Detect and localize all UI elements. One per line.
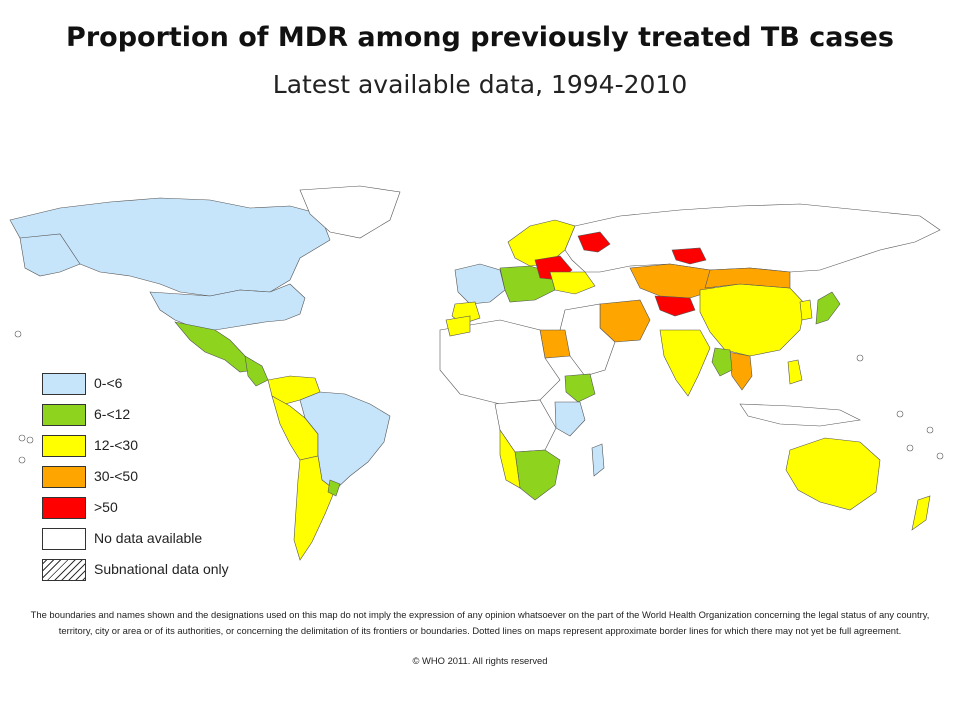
island-marker: [18, 456, 26, 464]
russia-region: [564, 203, 941, 273]
island-marker: [14, 330, 22, 338]
legend-swatch: [42, 404, 86, 426]
indonesia-region: [739, 403, 861, 427]
island-marker: [906, 444, 914, 452]
japan-region: [815, 291, 841, 325]
legend-label: 12-<30: [94, 437, 138, 453]
uruguay-region: [327, 479, 341, 497]
map-title: Proportion of MDR among previously treat…: [66, 22, 894, 53]
western-europe-region: [454, 263, 506, 305]
brazil-region: [299, 391, 391, 491]
legend-swatch: [42, 497, 86, 519]
india-region: [659, 329, 711, 397]
central-america-region: [244, 355, 269, 387]
alaska-region: [19, 233, 81, 277]
ukraine-region: [549, 271, 596, 295]
mongolia-region: [704, 267, 791, 289]
legend-swatch: [42, 435, 86, 457]
southern-africa-region: [514, 449, 561, 501]
legend-swatch: [42, 528, 86, 550]
legend-swatch: [42, 373, 86, 395]
greenland-region: [299, 185, 401, 239]
new-zealand-region: [911, 495, 931, 531]
map-subtitle: Latest available data, 1994-2010: [272, 70, 688, 99]
madagascar-region: [591, 443, 605, 477]
legend-label: Subnational data only: [94, 561, 229, 577]
namibia-angola-region: [499, 429, 521, 489]
island-marker: [856, 354, 864, 362]
legend-label: 6-<12: [94, 406, 131, 422]
island-marker: [926, 426, 934, 434]
island-marker: [936, 452, 944, 460]
north-africa-region: [439, 319, 561, 405]
island-marker: [18, 434, 26, 442]
philippines-region: [787, 359, 803, 385]
legend-swatch: [42, 559, 86, 581]
australia-region: [785, 437, 881, 511]
legend-label: >50: [94, 499, 118, 515]
southeast-asia-region: [727, 351, 753, 391]
legend-label: 0-<6: [94, 375, 123, 391]
legend-label: No data available: [94, 530, 203, 546]
russia-oblast-region: [577, 231, 611, 253]
copyright-text: © WHO 2011. All rights reserved: [412, 655, 548, 666]
east-africa-region: [554, 401, 586, 437]
legend-swatch: [42, 466, 86, 488]
island-marker: [26, 436, 34, 444]
island-marker: [896, 410, 904, 418]
korea-region: [799, 299, 813, 321]
argentina-chile-region: [293, 455, 336, 561]
china-region: [699, 283, 806, 357]
uzbekistan-region: [654, 295, 696, 317]
morocco-region: [445, 315, 471, 337]
legend-label: 30-<50: [94, 468, 138, 484]
myanmar-region: [711, 347, 733, 377]
world-map: [9, 185, 944, 561]
disclaimer-text: The boundaries and names shown and the d…: [30, 609, 930, 636]
usa-region: [149, 283, 306, 331]
ethiopia-region: [564, 373, 596, 403]
siberia-oblast-region: [671, 247, 707, 265]
